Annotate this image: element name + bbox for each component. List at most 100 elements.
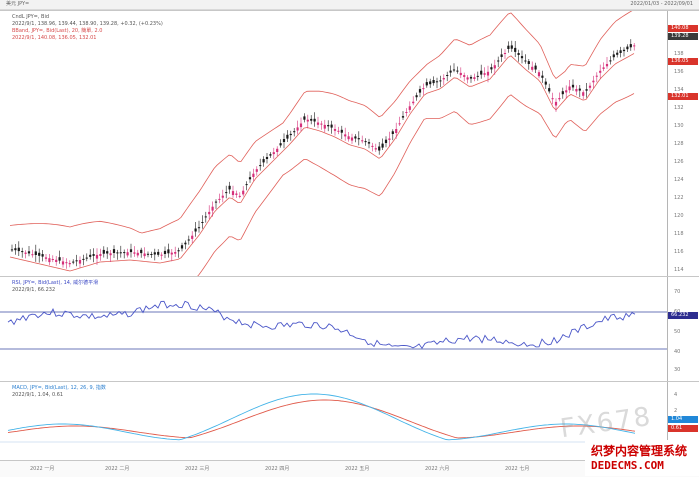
date-label: 2022 六月: [425, 466, 450, 472]
price-tick: 134: [674, 87, 684, 93]
signal-line: [7, 399, 636, 439]
candle-body: [174, 252, 177, 254]
candle-body: [255, 169, 258, 172]
candle-body: [262, 159, 265, 163]
candle-body: [422, 88, 425, 90]
rsi-axis[interactable]: 70 60 50 40 30 66.232: [668, 277, 699, 381]
candle-body: [612, 54, 615, 58]
candle-body: [483, 73, 486, 75]
site-logo-domain: DEDECMS.COM: [591, 459, 664, 472]
candle-body: [65, 262, 68, 264]
candle-body: [602, 67, 605, 69]
price-legend: CndL JPY=, Bid 2022/9/1, 138.96, 139.44,…: [12, 14, 163, 42]
price-plot[interactable]: [0, 11, 668, 276]
candle-body: [116, 252, 119, 254]
candle-body: [157, 251, 160, 255]
candle-body: [187, 239, 190, 241]
candle-body: [354, 136, 357, 139]
candle-body: [99, 254, 102, 256]
candle-body: [459, 72, 462, 76]
rsi-pane[interactable]: RSI, JPY=, Bid(Last), 14, 威尔德平滑 2022/9/1…: [0, 276, 699, 381]
candle-body: [534, 65, 537, 70]
candle-body: [221, 195, 224, 198]
candle-body: [527, 61, 530, 64]
candle-body: [225, 192, 228, 194]
candle-body: [282, 139, 286, 142]
candle-body: [235, 193, 238, 195]
lower-band-tag: 132.01: [668, 93, 698, 100]
price-tick: 130: [674, 123, 684, 129]
rsi-legend: RSI, JPY=, Bid(Last), 14, 威尔德平滑 2022/9/1…: [12, 280, 98, 294]
rsi-legend-line-2: 2022/9/1, 66.232: [12, 287, 56, 293]
candle-body: [289, 133, 292, 136]
candle-body: [276, 148, 279, 152]
macd-pane[interactable]: MACD, JPY=, Bid(Last), 12, 26, 9, 指数 202…: [0, 381, 699, 461]
candle-body: [163, 250, 167, 254]
candle-body: [344, 134, 347, 137]
candle-body: [449, 70, 452, 73]
macd-plot[interactable]: [0, 382, 668, 461]
candle-body: [340, 129, 343, 133]
site-logo[interactable]: 织梦内容管理系统 DEDECMS.COM: [585, 440, 699, 476]
candle-body: [316, 122, 320, 125]
candle-body: [629, 44, 632, 48]
candle-body: [279, 143, 282, 146]
date-label: 2022 七月: [505, 466, 530, 472]
candle-body: [592, 80, 595, 83]
candle-body: [303, 116, 306, 120]
candle-body: [41, 254, 44, 257]
candle-body: [500, 54, 503, 57]
candle-body: [466, 77, 469, 80]
candle-body: [544, 81, 547, 85]
candle-body: [626, 46, 629, 50]
candle-body: [486, 71, 490, 76]
mid-band-tag: 136.05: [668, 58, 698, 65]
candle-body: [167, 249, 170, 254]
candle-body: [595, 75, 598, 77]
candle-body: [306, 119, 309, 122]
candle-body: [299, 123, 303, 128]
candle-body: [446, 75, 449, 76]
candle-body: [180, 245, 184, 249]
candle-body: [248, 177, 252, 180]
rsi-plot[interactable]: [0, 277, 668, 381]
date-label: 2022 一月: [30, 466, 55, 472]
candle-body: [252, 173, 255, 177]
middle-band-line: [9, 53, 635, 272]
candle-body: [218, 198, 221, 200]
candle-body: [140, 249, 143, 254]
candle-body: [269, 154, 272, 156]
candle-body: [374, 148, 377, 150]
candle-body: [548, 88, 551, 92]
date-label: 2022 四月: [265, 466, 290, 472]
price-pane[interactable]: CndL JPY=, Bid 2022/9/1, 138.96, 139.44,…: [0, 10, 699, 276]
window-title-bar: 美元 JPY= 2022/01/03 - 2022/09/01: [0, 0, 699, 10]
bband-legend-line-1: BBand, JPY=, Bid(Last), 20, 簡單, 2.0: [12, 28, 103, 34]
candle-body: [429, 81, 432, 85]
date-axis[interactable]: 2022 一月 2022 二月 2022 三月 2022 四月 2022 五月 …: [0, 460, 699, 477]
rsi-chart[interactable]: [0, 277, 667, 381]
candle-body: [364, 141, 367, 143]
candle-body: [616, 52, 619, 55]
candle-body: [347, 136, 350, 140]
bband-legend-line-2: 2022/9/1, 140.08, 136.05, 132.01: [12, 35, 97, 41]
candle-body: [357, 138, 360, 140]
macd-tick: 2: [674, 408, 678, 414]
price-tick: 118: [674, 231, 684, 237]
last-price-tag: 139.28: [668, 33, 698, 40]
candle-body: [44, 257, 48, 259]
candle-body: [514, 47, 517, 52]
candlestick-chart[interactable]: [0, 11, 667, 276]
candle-body: [633, 45, 636, 47]
candle-body: [398, 123, 401, 125]
candle-body: [78, 260, 82, 264]
candle-body: [61, 261, 65, 265]
candle-body: [367, 142, 371, 144]
candle-body: [391, 131, 394, 134]
candle-body: [524, 60, 527, 62]
candle-body: [194, 228, 197, 232]
macd-chart[interactable]: [0, 382, 667, 461]
price-axis[interactable]: 138 136 134 132 130 128 126 124 122 120 …: [668, 11, 699, 276]
candle-body: [106, 251, 109, 254]
date-range: 2022/01/03 - 2022/09/01: [630, 1, 693, 7]
